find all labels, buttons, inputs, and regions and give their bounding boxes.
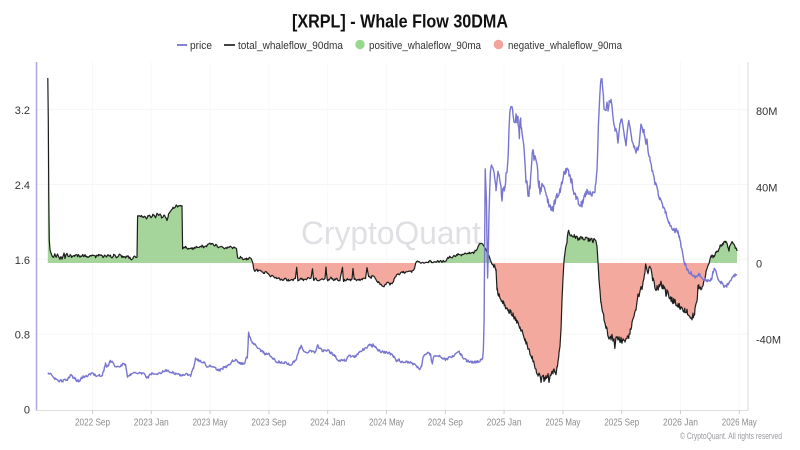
svg-text:2023 Sep: 2023 Sep — [251, 417, 286, 429]
svg-text:CryptoQuant: CryptoQuant — [301, 215, 481, 251]
svg-text:positive_whaleflow_90ma: positive_whaleflow_90ma — [369, 40, 482, 52]
svg-text:2025 Jan: 2025 Jan — [487, 417, 522, 429]
svg-text:2024 Jan: 2024 Jan — [310, 417, 345, 429]
svg-text:total_whaleflow_90dma: total_whaleflow_90dma — [238, 40, 344, 52]
svg-text:2024 Sep: 2024 Sep — [428, 417, 463, 429]
svg-text:40M: 40M — [756, 182, 777, 194]
svg-text:0.8: 0.8 — [15, 330, 30, 342]
svg-text:© CryptoQuant. All rights rese: © CryptoQuant. All rights reserved — [680, 431, 782, 441]
svg-text:2026 Jan: 2026 Jan — [663, 417, 698, 429]
svg-text:0: 0 — [756, 259, 762, 271]
svg-text:price: price — [190, 40, 212, 52]
svg-text:80M: 80M — [756, 106, 777, 118]
svg-text:2025 May: 2025 May — [545, 417, 581, 429]
svg-text:2.4: 2.4 — [15, 180, 30, 192]
svg-text:2023 May: 2023 May — [193, 417, 229, 429]
svg-text:2024 May: 2024 May — [369, 417, 405, 429]
svg-text:-40M: -40M — [756, 335, 781, 347]
svg-text:1.6: 1.6 — [15, 255, 30, 267]
svg-text:2023 Jan: 2023 Jan — [134, 417, 169, 429]
svg-text:0: 0 — [24, 404, 30, 416]
svg-text:2025 Sep: 2025 Sep — [604, 417, 639, 429]
svg-text:negative_whaleflow_90ma: negative_whaleflow_90ma — [508, 40, 623, 52]
svg-text:2022 Sep: 2022 Sep — [75, 417, 110, 429]
svg-text:[XRPL] - Whale Flow 30DMA: [XRPL] - Whale Flow 30DMA — [292, 11, 508, 32]
svg-text:2026 May: 2026 May — [722, 417, 758, 429]
svg-text:3.2: 3.2 — [15, 105, 30, 117]
